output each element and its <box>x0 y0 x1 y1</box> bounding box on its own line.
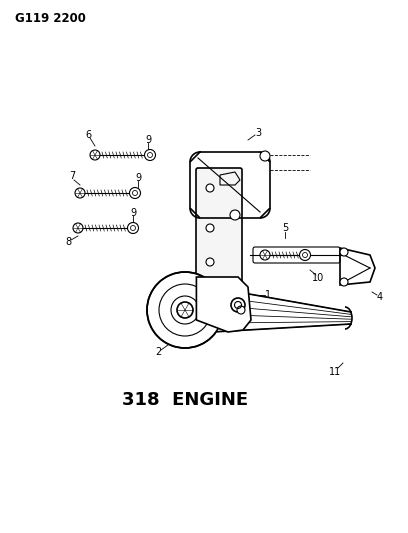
Circle shape <box>340 278 348 286</box>
Text: 6: 6 <box>85 130 91 140</box>
Circle shape <box>230 210 240 220</box>
Circle shape <box>231 298 245 312</box>
Circle shape <box>129 188 140 198</box>
Circle shape <box>299 249 310 261</box>
FancyBboxPatch shape <box>253 247 340 263</box>
Text: 11: 11 <box>329 367 341 377</box>
Circle shape <box>90 150 100 160</box>
Circle shape <box>147 272 223 348</box>
Circle shape <box>260 151 270 161</box>
Circle shape <box>206 224 214 232</box>
Circle shape <box>75 188 85 198</box>
Text: 3: 3 <box>255 128 261 138</box>
Text: G119 2200: G119 2200 <box>15 12 86 25</box>
Polygon shape <box>196 277 251 332</box>
Text: 9: 9 <box>130 208 136 218</box>
Circle shape <box>237 306 245 314</box>
Circle shape <box>206 184 214 192</box>
Polygon shape <box>220 172 240 185</box>
Text: 318  ENGINE: 318 ENGINE <box>122 391 248 409</box>
Text: 7: 7 <box>69 171 75 181</box>
Circle shape <box>127 222 138 233</box>
Circle shape <box>206 258 214 266</box>
Circle shape <box>144 149 155 160</box>
Text: 10: 10 <box>312 273 324 283</box>
Circle shape <box>260 250 270 260</box>
Text: 4: 4 <box>377 292 383 302</box>
Text: 9: 9 <box>135 173 141 183</box>
Text: 1: 1 <box>265 290 271 300</box>
Circle shape <box>177 302 193 318</box>
Text: 9: 9 <box>145 135 151 145</box>
Circle shape <box>73 223 83 233</box>
Circle shape <box>340 248 348 256</box>
Text: 5: 5 <box>282 223 288 233</box>
Text: 2: 2 <box>155 347 161 357</box>
Text: 8: 8 <box>65 237 71 247</box>
FancyBboxPatch shape <box>196 168 242 297</box>
